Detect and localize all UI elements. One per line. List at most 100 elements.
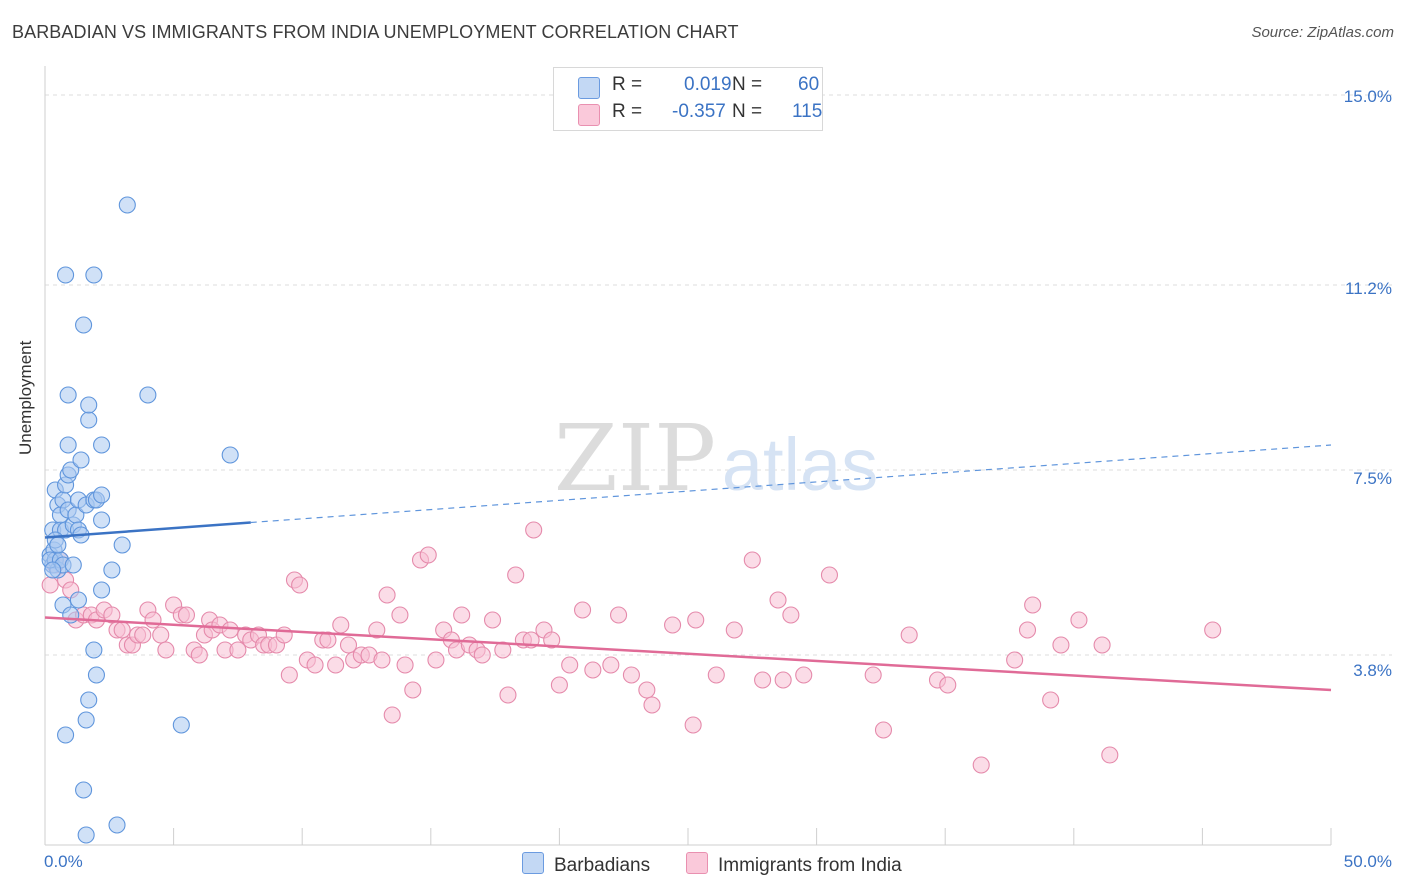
data-point xyxy=(368,621,386,639)
data-point xyxy=(1101,746,1119,764)
data-point xyxy=(280,666,298,684)
data-point xyxy=(939,676,957,694)
correlation-legend: R = 0.019 N = 60 R = -0.357 N = 115 xyxy=(553,67,823,131)
data-point xyxy=(134,626,152,644)
data-point xyxy=(113,536,131,554)
data-point xyxy=(543,631,561,649)
data-point xyxy=(103,561,121,579)
watermark-atlas: atlas xyxy=(722,423,878,506)
source-label: Source: ZipAtlas.com xyxy=(1251,24,1394,41)
data-point xyxy=(622,666,640,684)
data-point xyxy=(59,436,77,454)
data-point xyxy=(427,651,445,669)
data-point xyxy=(638,681,656,699)
data-point xyxy=(972,756,990,774)
data-point xyxy=(1052,636,1070,654)
data-point xyxy=(643,696,661,714)
data-point xyxy=(1024,596,1042,614)
data-point xyxy=(291,576,309,594)
data-point xyxy=(550,676,568,694)
data-point xyxy=(378,586,396,604)
data-point xyxy=(41,576,59,594)
data-point xyxy=(275,626,293,644)
data-point xyxy=(144,611,162,629)
data-point xyxy=(494,641,512,659)
data-point xyxy=(77,826,95,844)
data-point xyxy=(820,566,839,584)
data-point xyxy=(525,521,543,539)
data-point xyxy=(864,666,882,684)
data-point xyxy=(87,666,105,684)
data-point xyxy=(85,641,103,659)
data-point xyxy=(419,546,437,564)
data-point xyxy=(1042,691,1060,709)
data-point xyxy=(57,726,75,744)
legend-n-label: N = xyxy=(732,74,763,95)
data-point xyxy=(795,666,813,684)
data-point xyxy=(77,711,95,729)
trend-line-barbadians xyxy=(44,521,251,539)
data-point xyxy=(602,656,620,674)
data-point xyxy=(754,671,772,689)
data-point xyxy=(93,581,111,599)
bottom-legend-swatch-blue xyxy=(522,852,544,874)
data-point xyxy=(332,616,350,634)
data-point xyxy=(80,691,98,709)
data-point xyxy=(1018,621,1037,639)
data-point xyxy=(687,611,705,629)
series-barbadians-points xyxy=(41,196,239,844)
y-tick-label: 3.8% xyxy=(1353,661,1392,680)
data-point xyxy=(306,656,324,674)
legend-swatch-pink xyxy=(578,104,600,126)
watermark-zip: ZIP xyxy=(554,405,716,512)
data-point xyxy=(57,266,75,284)
data-point xyxy=(59,386,77,404)
x-tick-label-min: 0.0% xyxy=(44,852,83,871)
y-tick-label: 7.5% xyxy=(1353,469,1392,488)
legend-n-value: 60 xyxy=(798,74,820,95)
y-tick-label: 15.0% xyxy=(1343,87,1392,106)
bottom-legend-india: Immigrants from India xyxy=(686,852,902,877)
data-point xyxy=(507,566,525,584)
series-immigrants-from-india-points xyxy=(41,521,1222,774)
data-point xyxy=(1204,621,1222,639)
data-point xyxy=(85,266,103,284)
data-point xyxy=(64,556,82,574)
data-point xyxy=(69,591,87,609)
data-point xyxy=(1070,611,1088,629)
chart-title: BARBADIAN VS IMMIGRANTS FROM INDIA UNEMP… xyxy=(12,22,739,42)
data-point xyxy=(900,626,918,644)
trend-line-india xyxy=(44,616,1332,692)
data-point xyxy=(707,666,725,684)
bottom-legend-swatch-pink xyxy=(686,852,708,874)
data-point xyxy=(1006,651,1024,669)
data-point xyxy=(103,606,121,624)
data-point xyxy=(664,616,682,634)
data-point xyxy=(93,486,111,504)
data-point xyxy=(190,646,208,664)
data-point xyxy=(75,316,93,334)
data-point xyxy=(319,631,337,649)
data-point xyxy=(80,411,98,429)
axes xyxy=(44,66,1332,846)
data-point xyxy=(221,621,239,639)
data-point xyxy=(561,656,579,674)
legend-n-value: 115 xyxy=(792,101,823,122)
data-point xyxy=(157,641,175,659)
data-point xyxy=(152,626,170,644)
watermark: ZIP atlas xyxy=(554,405,878,512)
bottom-legend-label: Barbadians xyxy=(554,855,651,876)
data-point xyxy=(172,716,190,734)
data-point xyxy=(584,661,602,679)
data-point xyxy=(80,396,98,414)
data-point xyxy=(1093,636,1111,654)
data-point xyxy=(93,436,111,454)
data-point xyxy=(339,636,358,654)
gridlines xyxy=(45,94,1392,656)
data-point xyxy=(774,671,792,689)
trend-lines xyxy=(44,444,1332,692)
data-point xyxy=(229,641,247,659)
bottom-legend-barbadians: Barbadians xyxy=(522,852,650,877)
data-point xyxy=(610,606,628,624)
